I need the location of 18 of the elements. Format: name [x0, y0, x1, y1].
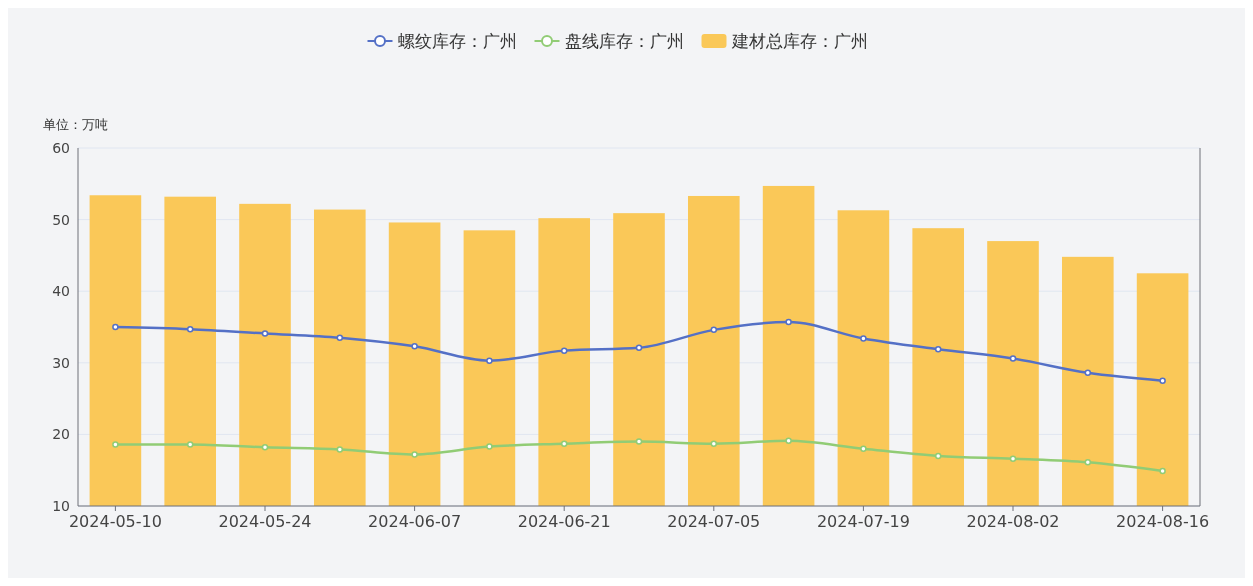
legend-label: 盘线库存：广州 [564, 30, 684, 51]
y-tick-label: 10 [52, 497, 70, 514]
y-tick-label: 20 [52, 426, 70, 443]
x-tick-label: 2024-06-21 [517, 512, 611, 531]
x-tick-label: 2024-05-10 [68, 512, 162, 531]
x-tick-label: 2024-06-07 [368, 512, 462, 531]
y-tick-label: 40 [52, 283, 70, 300]
x-tick-label: 2024-08-02 [966, 512, 1060, 531]
x-tick-label: 2024-05-24 [218, 512, 312, 531]
x-tick-label: 2024-07-05 [667, 512, 761, 531]
x-tick-label: 2024-07-19 [816, 512, 910, 531]
y-tick-label: 30 [52, 354, 70, 371]
legend-label: 建材总库存：广州 [730, 30, 868, 51]
x-tick-label: 2024-08-16 [1116, 512, 1210, 531]
y-tick-label: 50 [52, 211, 70, 228]
legend-label: 螺纹库存：广州 [397, 30, 517, 51]
y-axis-title: 单位：万吨 [43, 117, 108, 132]
y-tick-label: 60 [52, 139, 70, 156]
